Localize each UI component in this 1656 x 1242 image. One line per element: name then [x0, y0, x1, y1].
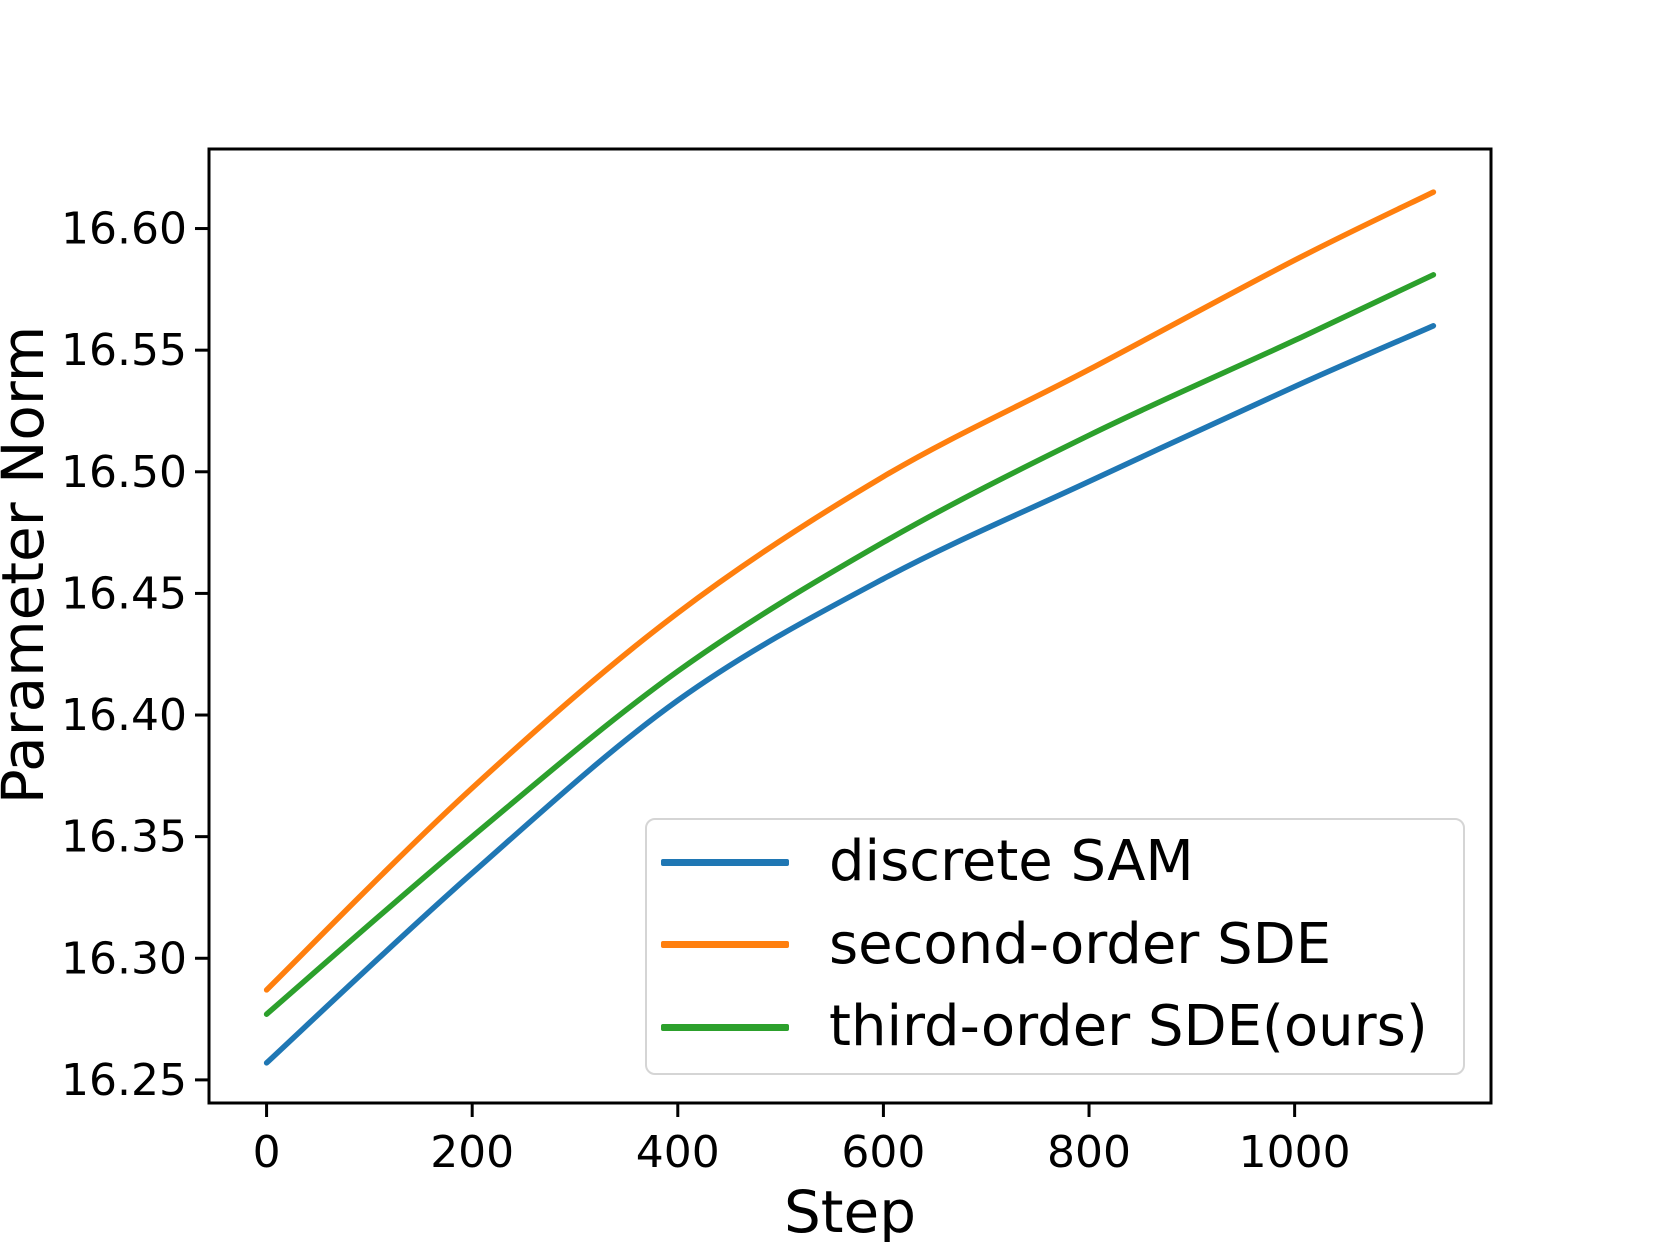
legend: discrete SAM second-order SDE third-orde…: [645, 818, 1465, 1075]
legend-item-second-order-sde: second-order SDE: [661, 911, 1453, 977]
series-line-0: [263, 323, 1437, 1066]
y-tick-label: 16.25: [61, 1055, 187, 1106]
legend-label: third-order SDE(ours): [829, 994, 1428, 1059]
legend-line-sample-orange: [661, 941, 789, 948]
legend-item-third-order-sde: third-order SDE(ours): [661, 999, 1453, 1055]
y-tick-label: 16.40: [61, 690, 187, 741]
x-tick-label: 400: [636, 1127, 720, 1178]
series-line-1: [263, 189, 1437, 993]
y-tick-label: 16.35: [61, 812, 187, 863]
legend-item-discrete-sam: discrete SAM: [661, 834, 1453, 890]
axis-ticks: [195, 227, 1297, 1117]
y-tick-label: 16.45: [61, 568, 187, 619]
legend-line-sample-green: [661, 1023, 789, 1031]
x-tick-label: 600: [841, 1127, 925, 1178]
y-axis-label: Parameter Norm: [0, 326, 57, 804]
legend-label: discrete SAM: [829, 829, 1194, 894]
axis-tick-labels: 0 200 400 600 800 1000 16.25 16.30 16.35 16.40 16.…: [61, 204, 1351, 1178]
y-tick-label: 16.55: [61, 325, 187, 376]
series-lines: [263, 189, 1437, 1066]
legend-label: second-order SDE: [829, 911, 1332, 977]
plot-frame: [207, 147, 1493, 1105]
x-tick-label: 1000: [1239, 1127, 1351, 1178]
x-tick-label: 800: [1047, 1127, 1131, 1178]
x-tick-label: 200: [430, 1127, 514, 1178]
series-line-2: [263, 272, 1437, 1017]
y-tick-label: 16.30: [61, 933, 187, 984]
y-tick-label: 16.60: [61, 204, 187, 255]
y-tick-label: 16.50: [61, 447, 187, 498]
x-tick-label: 0: [253, 1127, 281, 1178]
plot-border: [207, 147, 1493, 1105]
legend-line-sample-blue: [661, 858, 789, 866]
x-axis-label: Step: [784, 1178, 916, 1242]
